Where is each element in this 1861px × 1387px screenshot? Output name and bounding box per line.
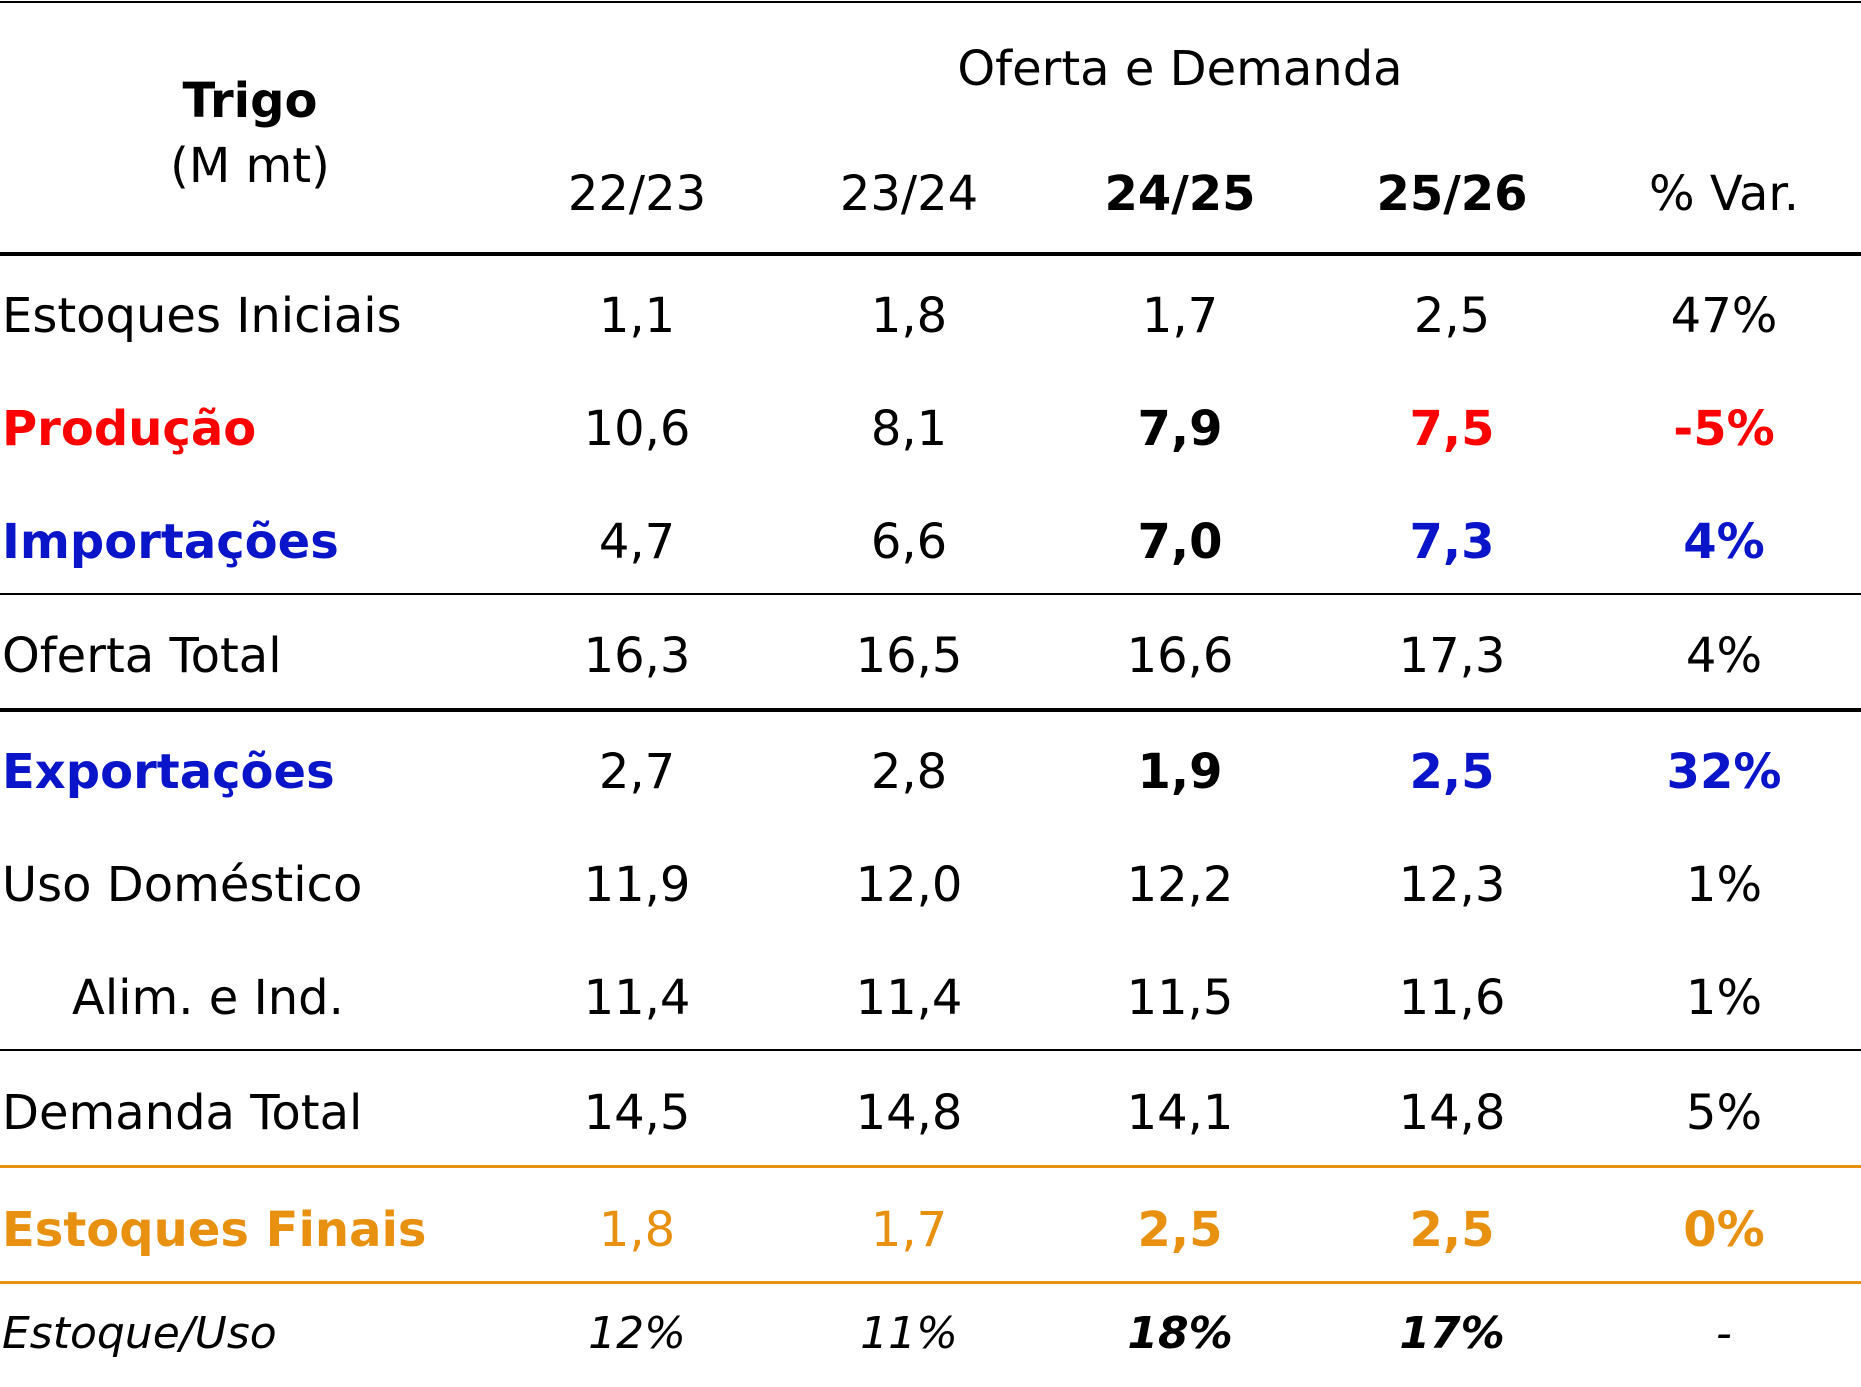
cell: 2,7	[598, 744, 676, 800]
cell: 8,1	[870, 401, 948, 457]
row-label: Uso Doméstico	[2, 857, 363, 913]
cell: 5%	[1685, 1085, 1763, 1141]
cell: 12,3	[1398, 857, 1506, 913]
cell: 12%	[588, 1308, 686, 1359]
cell: 18%	[1127, 1308, 1233, 1359]
rule	[0, 1, 1861, 3]
column-header: 23/24	[839, 166, 979, 222]
row-label: Estoques Finais	[2, 1202, 427, 1258]
unit: (M mt)	[170, 138, 330, 194]
cell: 47%	[1670, 288, 1778, 344]
cell: 7,3	[1409, 514, 1495, 570]
group-title: Oferta e Demanda	[957, 41, 1403, 97]
cell: 1,7	[1141, 288, 1219, 344]
cell: 12,2	[1126, 857, 1234, 913]
cell: 1,8	[598, 1202, 676, 1258]
row-label: Estoques Iniciais	[2, 288, 402, 344]
rule	[0, 1281, 1861, 1284]
cell: 4%	[1683, 514, 1765, 570]
cell: 7,0	[1137, 514, 1223, 570]
cell: -5%	[1673, 401, 1775, 457]
cell: 2,5	[1413, 288, 1491, 344]
cell: 2,5	[1409, 744, 1495, 800]
cell: 11,4	[855, 970, 963, 1026]
row-label: Produção	[2, 401, 257, 457]
rule	[0, 1049, 1861, 1051]
row-label: Estoque/Uso	[2, 1308, 277, 1359]
cell: 11,6	[1398, 970, 1506, 1026]
cell: 14,1	[1126, 1085, 1234, 1141]
cell: 7,5	[1409, 401, 1495, 457]
cell: 1%	[1685, 970, 1763, 1026]
cell: 11%	[860, 1308, 958, 1359]
cell: 1%	[1685, 857, 1763, 913]
row-label: Importações	[2, 514, 339, 570]
row-label: Oferta Total	[2, 628, 282, 684]
rule	[0, 1165, 1861, 1168]
cell: 11,9	[583, 857, 691, 913]
cell: 6,6	[870, 514, 948, 570]
cell: 2,8	[870, 744, 948, 800]
cell: 2,5	[1409, 1202, 1495, 1258]
cell: 17,3	[1398, 628, 1506, 684]
cell: 0%	[1683, 1202, 1765, 1258]
cell: 4,7	[598, 514, 676, 570]
column-header: 24/25	[1104, 166, 1256, 222]
cell: 11,5	[1126, 970, 1234, 1026]
cell: 14,5	[583, 1085, 691, 1141]
cell: 2,5	[1137, 1202, 1223, 1258]
cell: 4%	[1685, 628, 1763, 684]
cell: 1,8	[870, 288, 948, 344]
cell: 32%	[1666, 744, 1782, 800]
cell: 14,8	[855, 1085, 963, 1141]
row-label: Demanda Total	[2, 1085, 363, 1141]
row-label: Alim. e Ind.	[72, 970, 344, 1026]
rule	[0, 593, 1861, 595]
cell: 10,6	[583, 401, 691, 457]
cell: 14,8	[1398, 1085, 1506, 1141]
cell: 16,3	[583, 628, 691, 684]
title: Trigo	[182, 73, 318, 129]
cell: 1,9	[1137, 744, 1223, 800]
cell: 11,4	[583, 970, 691, 1026]
cell: 7,9	[1137, 401, 1223, 457]
column-header: 25/26	[1376, 166, 1528, 222]
cell: -	[1716, 1308, 1732, 1359]
cell: 16,5	[855, 628, 963, 684]
cell: 1,1	[598, 288, 676, 344]
column-header: 22/23	[567, 166, 707, 222]
rule	[0, 708, 1861, 712]
cell: 16,6	[1126, 628, 1234, 684]
column-header: % Var.	[1649, 166, 1799, 222]
cell: 17%	[1399, 1308, 1505, 1359]
row-label: Exportações	[2, 744, 335, 800]
rule	[0, 252, 1861, 256]
cell: 1,7	[870, 1202, 948, 1258]
cell: 12,0	[855, 857, 963, 913]
